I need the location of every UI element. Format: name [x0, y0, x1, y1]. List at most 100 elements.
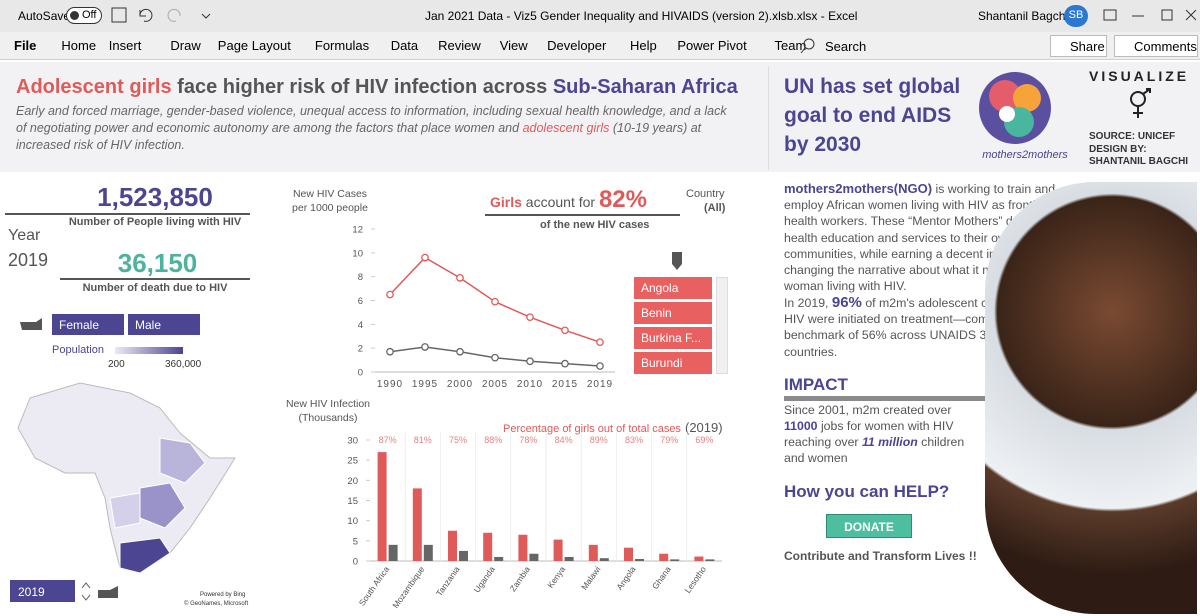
- ngo-name: mothers2mothers(NGO): [784, 181, 933, 196]
- ribbon-tab[interactable]: Home: [61, 38, 97, 53]
- spinner[interactable]: [78, 580, 123, 604]
- bar: [388, 544, 398, 561]
- ribbon-tab[interactable]: File: [14, 38, 37, 53]
- ribbon-tab[interactable]: Developer: [547, 38, 607, 53]
- country-item[interactable]: Benin: [634, 302, 712, 324]
- search[interactable]: Search: [825, 39, 867, 54]
- x-tick-label: Mozambique: [390, 564, 426, 610]
- undo-icon[interactable]: [139, 8, 153, 22]
- ribbon-tab[interactable]: Draw: [170, 38, 201, 53]
- year-label: Year: [8, 227, 41, 244]
- year-selector[interactable]: 2019: [10, 580, 75, 602]
- point: [561, 326, 569, 335]
- share-value: 82%: [598, 186, 647, 213]
- gender-button[interactable]: Male: [128, 314, 200, 335]
- bar: [624, 547, 633, 561]
- point: [456, 274, 464, 282]
- bar: [670, 559, 680, 561]
- logo-shape: [989, 80, 1021, 112]
- region: [109, 492, 141, 529]
- toggle-label: Off: [82, 9, 97, 21]
- ribbon-tab[interactable]: Team: [774, 38, 807, 53]
- ribbon-tab[interactable]: Review: [438, 38, 481, 53]
- ribbon-tab[interactable]: Power Pivot: [677, 38, 747, 53]
- legend-gradient: [115, 347, 183, 354]
- y-tick-label: 20: [347, 476, 358, 487]
- save-icon[interactable]: [111, 7, 127, 23]
- x-tick-label: Tanzania: [434, 564, 462, 598]
- x-tick-label: 2019: [587, 379, 613, 390]
- close[interactable]: [1185, 9, 1197, 21]
- bar: [564, 556, 574, 561]
- customize-icon[interactable]: [201, 13, 211, 19]
- toggle-knob: [70, 11, 79, 20]
- bar: [553, 539, 563, 561]
- goal-line: goal to end AIDS: [784, 104, 952, 127]
- y-tick-label: 15: [347, 496, 358, 507]
- title-text: face higher risk of HIV infection across: [171, 76, 553, 98]
- x-tick-label: Zambia: [508, 564, 533, 593]
- slicer-value: (All): [704, 202, 726, 214]
- y-tick-label: 0: [353, 557, 358, 568]
- ribbon-tab[interactable]: Data: [390, 38, 419, 53]
- x-tick-label: 2015: [552, 379, 578, 390]
- title-region: Sub-Saharan Africa: [552, 76, 738, 98]
- restore[interactable]: [1161, 9, 1173, 21]
- share-text: account for: [521, 194, 599, 210]
- point: [386, 347, 394, 356]
- impact-body: children and women: [784, 435, 965, 465]
- point: [456, 347, 464, 356]
- ribbon-tab[interactable]: Page Layout: [217, 38, 291, 53]
- ribbon-tab[interactable]: Insert: [108, 38, 142, 53]
- impact-value: 11 million: [861, 435, 918, 449]
- user-name: Shantanil Bagchi: [978, 9, 1069, 23]
- x-tick-label: 2000: [447, 379, 473, 390]
- bar: [694, 556, 704, 561]
- x-tick-label: 1990: [377, 379, 403, 390]
- slicer-scrollbar[interactable]: [716, 277, 728, 374]
- impact-text: Since 2001, m2m created over 11000 jobs …: [784, 402, 974, 466]
- percent-label: 88%: [484, 435, 502, 445]
- x-tick-label: Kenya: [545, 564, 567, 590]
- point: [596, 338, 604, 347]
- x-tick-label: Malawi: [579, 564, 602, 591]
- kpi-deaths-label: Number of death due to HIV: [82, 282, 228, 294]
- share-button[interactable]: Share: [1050, 35, 1107, 57]
- bar: [377, 452, 387, 561]
- redo-icon[interactable]: [167, 8, 181, 22]
- bar: [459, 550, 468, 561]
- gender-button[interactable]: Female: [52, 314, 124, 335]
- x-tick-label: Angola: [614, 564, 638, 592]
- donate-button[interactable]: DONATE: [826, 514, 912, 538]
- map-credit: © GeoNames, Microsoft: [184, 601, 249, 607]
- country-item[interactable]: Burkina F...: [634, 327, 712, 349]
- brand: VISUALIZE: [1089, 68, 1190, 84]
- percent-label: 78%: [519, 435, 537, 445]
- x-tick-label: Lesotho: [682, 564, 708, 595]
- ribbon-tab[interactable]: View: [499, 38, 528, 53]
- kpi-deaths: 36,150: [117, 248, 198, 278]
- map: [17, 382, 236, 574]
- bar: [599, 558, 609, 561]
- comments-button[interactable]: Comments: [1114, 35, 1198, 57]
- ribbon-display[interactable]: [1103, 9, 1117, 21]
- bar: [483, 532, 493, 561]
- country-item[interactable]: Burundi: [634, 352, 712, 374]
- y-tick-label: 0: [358, 368, 363, 379]
- percent-label: 84%: [555, 435, 573, 445]
- autosave-toggle[interactable]: Off: [66, 7, 102, 24]
- percent-label: 69%: [695, 435, 713, 445]
- stat-value: 96%: [831, 294, 862, 311]
- percent-label: 89%: [590, 435, 608, 445]
- help-title: How you can HELP?: [784, 482, 950, 501]
- ribbon-tab[interactable]: Formulas: [314, 38, 370, 53]
- country-item[interactable]: Angola: [634, 277, 712, 299]
- description-text: Early and forced marriage, gender-based …: [16, 104, 727, 135]
- impact-value: 11000: [784, 419, 818, 433]
- user-avatar[interactable]: SB: [1064, 5, 1088, 27]
- ribbon-tab[interactable]: Help: [630, 38, 657, 53]
- gender-icon: [1130, 88, 1151, 118]
- quick-access: [111, 7, 211, 23]
- logo: mothers2mothers: [979, 72, 1068, 161]
- bar: [448, 530, 457, 561]
